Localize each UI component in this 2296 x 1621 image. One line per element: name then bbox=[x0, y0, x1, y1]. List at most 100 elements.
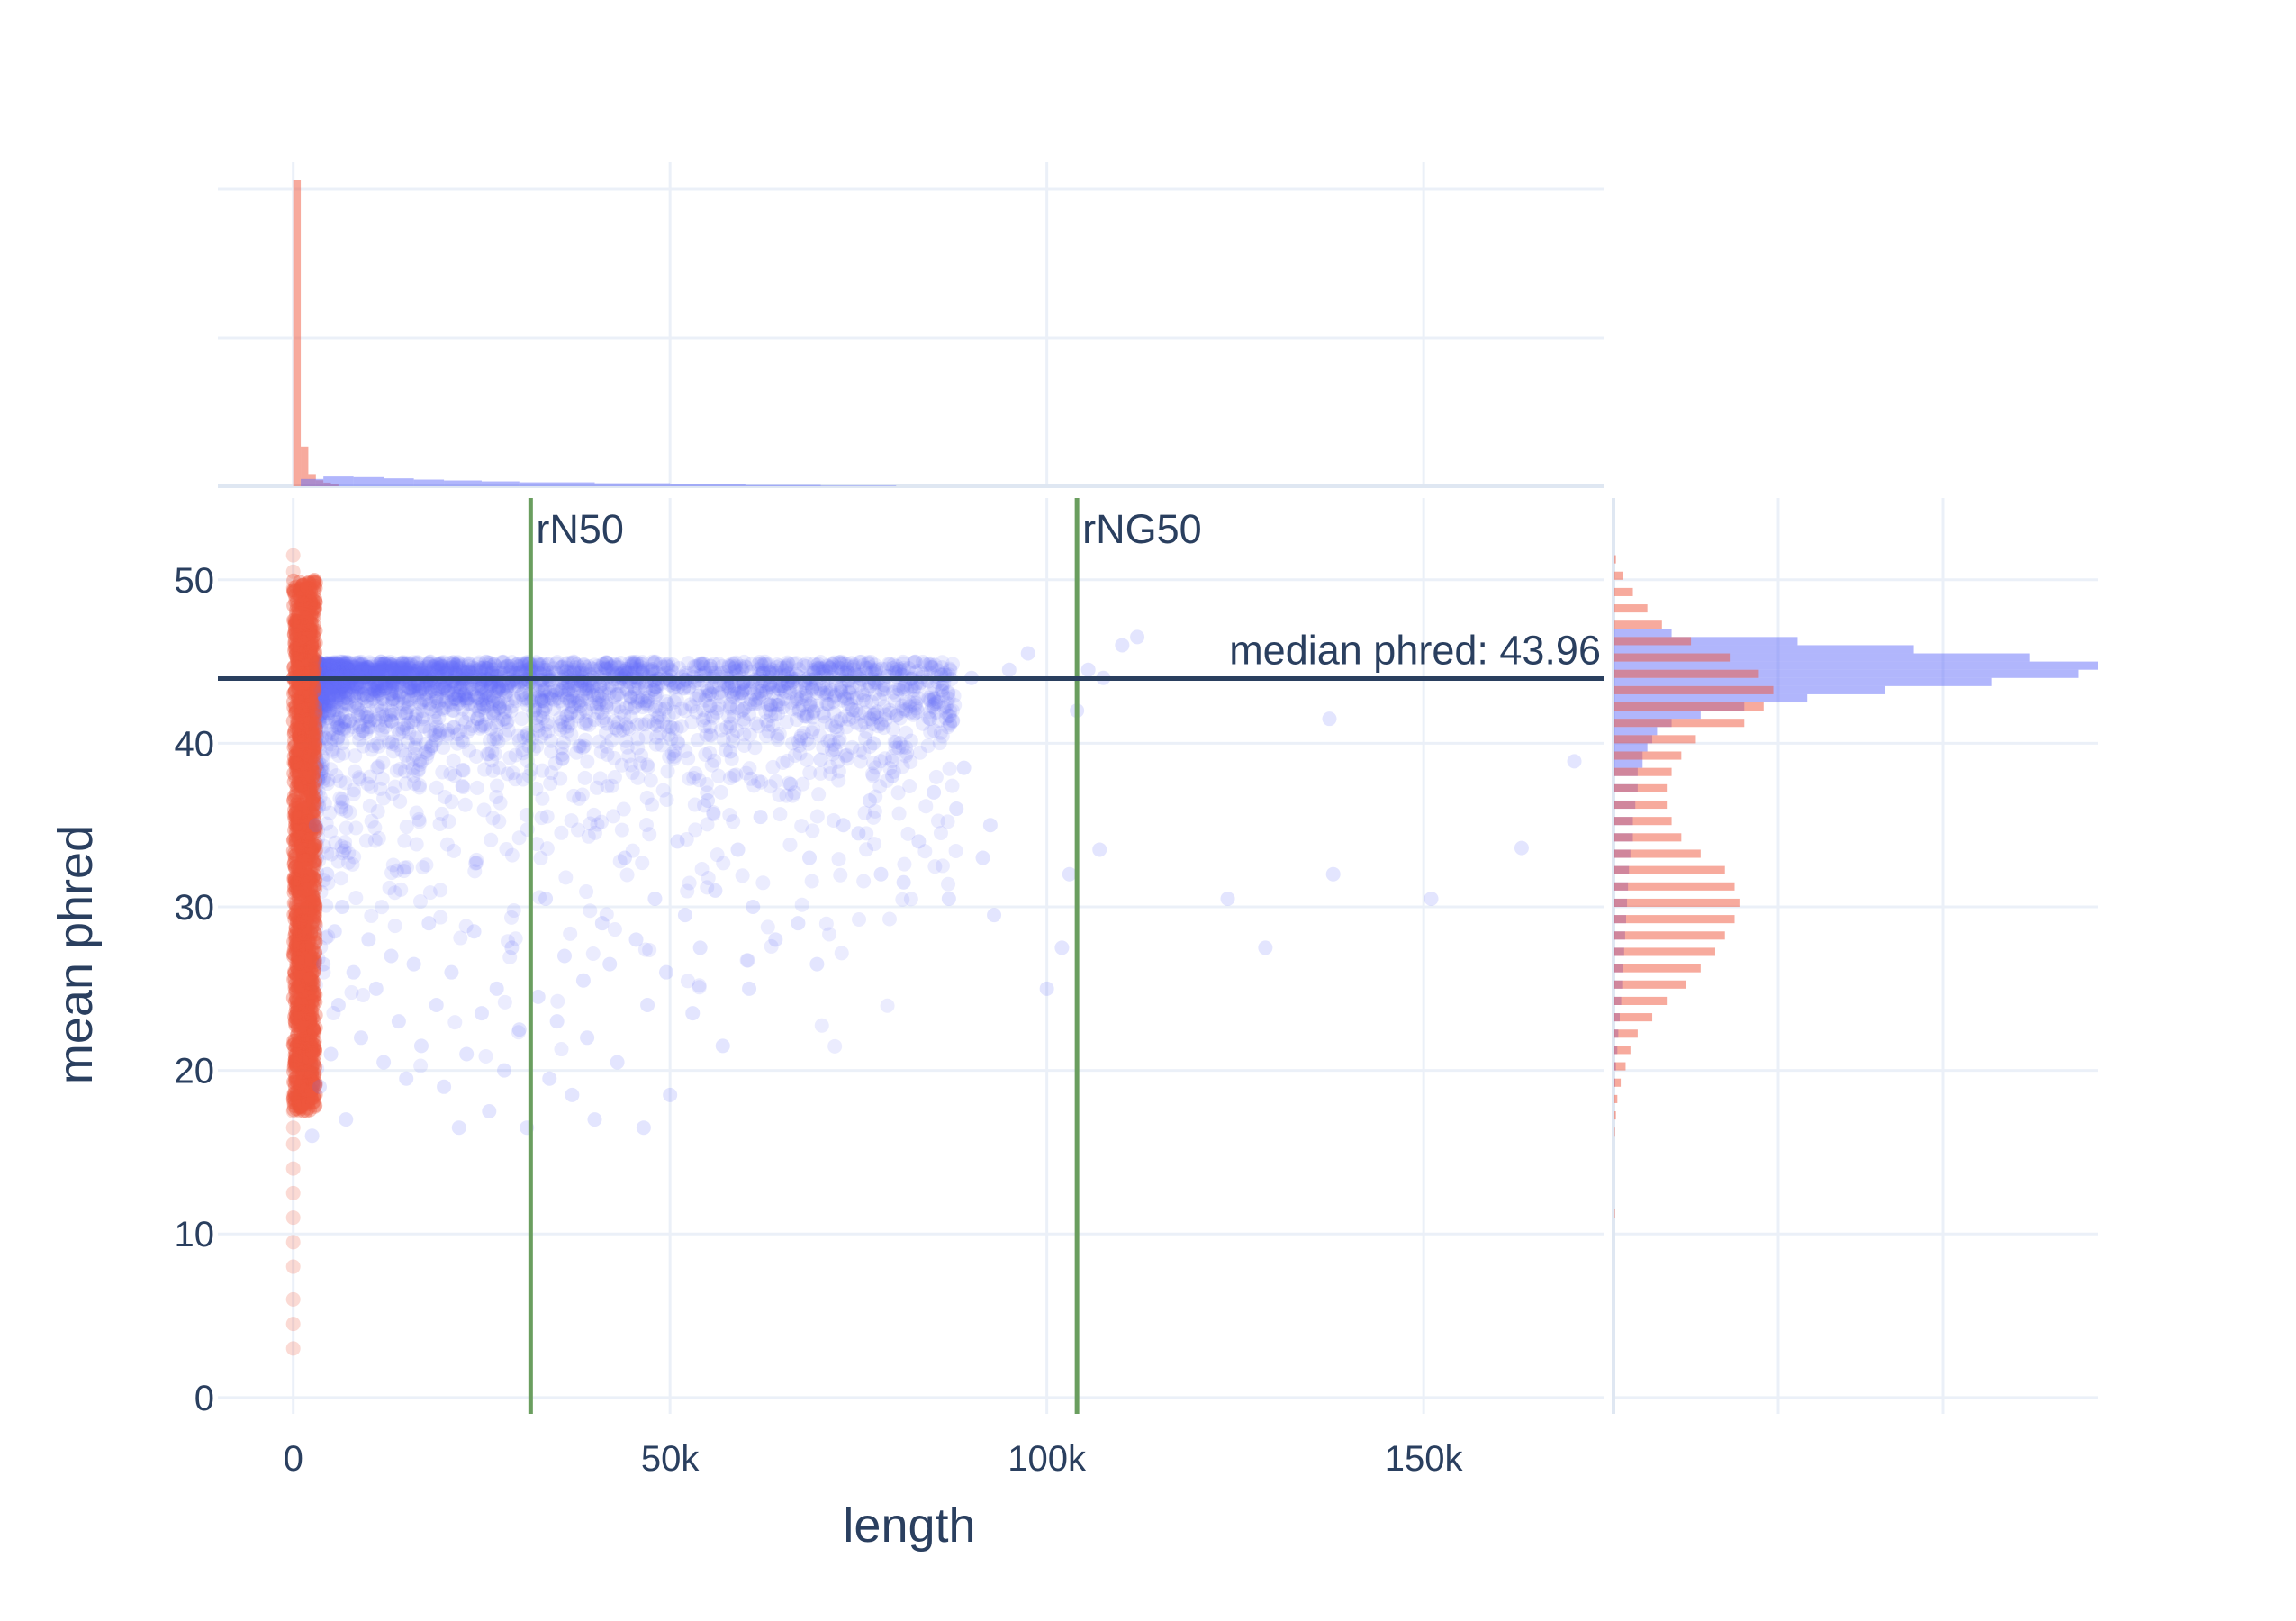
long-read-point bbox=[495, 661, 511, 676]
long-read-point bbox=[433, 910, 448, 925]
long-read-point bbox=[884, 753, 899, 768]
short-read-point bbox=[285, 564, 301, 579]
long-read-point bbox=[572, 705, 587, 720]
long-read-point bbox=[308, 659, 323, 675]
long-read-point bbox=[479, 691, 494, 706]
long-read-point bbox=[422, 680, 438, 695]
long-read-point bbox=[620, 720, 636, 735]
long-read-point bbox=[671, 736, 686, 751]
long-read-point bbox=[470, 678, 485, 693]
long-read-point bbox=[399, 663, 414, 678]
short-read-point bbox=[285, 1137, 301, 1152]
long-read-point bbox=[778, 660, 793, 675]
long-read-point bbox=[777, 663, 792, 678]
long-read-point bbox=[456, 688, 472, 703]
long-read-point bbox=[358, 725, 374, 740]
long-read-point bbox=[499, 841, 514, 856]
long-read-point bbox=[558, 709, 574, 724]
long-read-point bbox=[376, 1055, 392, 1070]
long-read-point bbox=[721, 659, 737, 675]
long-read-point bbox=[315, 658, 330, 674]
long-read-point bbox=[491, 734, 506, 749]
long-read-point bbox=[775, 700, 791, 715]
long-read-point bbox=[412, 756, 428, 772]
long-read-point bbox=[548, 656, 564, 671]
long-read-point bbox=[608, 720, 623, 736]
long-read-point bbox=[311, 764, 326, 779]
long-read-point bbox=[386, 656, 402, 671]
long-read-point bbox=[530, 989, 546, 1004]
long-read-point bbox=[659, 658, 674, 674]
long-read-point bbox=[576, 657, 592, 673]
long-read-point bbox=[794, 897, 809, 912]
long-read-point bbox=[456, 687, 472, 702]
long-read-point bbox=[469, 780, 484, 795]
long-read-point bbox=[487, 657, 502, 672]
long-read-point bbox=[702, 658, 718, 674]
long-read-point bbox=[374, 659, 389, 675]
long-read-point bbox=[701, 792, 716, 808]
long-read-point bbox=[577, 682, 592, 697]
long-read-point bbox=[422, 695, 438, 711]
long-read-point bbox=[373, 718, 388, 733]
long-read-point bbox=[706, 805, 721, 820]
long-read-point bbox=[607, 657, 622, 673]
long-read-point bbox=[384, 703, 400, 719]
long-read-point bbox=[312, 685, 327, 701]
long-read-point bbox=[697, 659, 712, 675]
long-read-point bbox=[457, 797, 473, 812]
long-read-point bbox=[885, 748, 900, 764]
long-read-point bbox=[479, 655, 494, 670]
long-read-point bbox=[371, 665, 386, 680]
long-read-point bbox=[400, 860, 415, 875]
long-read-point bbox=[723, 720, 738, 735]
long-read-point bbox=[348, 661, 364, 676]
long-read-point bbox=[601, 662, 616, 677]
long-read-point bbox=[899, 702, 914, 718]
long-read-point bbox=[812, 660, 827, 675]
long-read-point bbox=[624, 655, 639, 670]
long-read-point bbox=[880, 773, 895, 788]
long-read-point bbox=[397, 860, 412, 875]
long-read-point bbox=[894, 698, 909, 713]
long-read-point bbox=[804, 725, 819, 740]
long-read-point bbox=[309, 685, 324, 701]
long-read-point bbox=[333, 871, 348, 886]
long-read-point bbox=[389, 863, 404, 878]
long-read-point bbox=[478, 693, 493, 708]
long-read-point bbox=[395, 665, 411, 680]
phred-histogram-bar bbox=[1614, 604, 1648, 613]
long-read-point bbox=[698, 693, 713, 708]
long-read-point bbox=[356, 662, 371, 677]
long-read-point bbox=[579, 685, 594, 701]
long-read-point bbox=[376, 692, 392, 707]
long-read-point bbox=[585, 679, 601, 694]
long-read-point bbox=[317, 700, 332, 715]
long-read-point bbox=[493, 665, 508, 680]
long-read-point bbox=[538, 699, 553, 714]
long-read-point bbox=[313, 701, 329, 716]
long-read-point bbox=[579, 704, 594, 720]
long-read-point bbox=[549, 655, 565, 670]
long-read-point bbox=[508, 747, 523, 763]
long-read-point bbox=[309, 702, 324, 717]
long-read-point bbox=[473, 659, 488, 675]
long-read-point bbox=[363, 720, 378, 735]
long-read-point bbox=[311, 772, 326, 787]
long-read-point bbox=[432, 657, 447, 673]
long-read-point bbox=[627, 686, 642, 702]
long-read-point bbox=[816, 740, 831, 756]
long-read-point bbox=[310, 850, 325, 865]
phred-histogram-bar bbox=[1614, 587, 1633, 596]
long-read-point bbox=[395, 657, 411, 672]
long-read-point bbox=[398, 707, 413, 722]
long-read-point bbox=[530, 722, 546, 738]
long-read-point bbox=[455, 663, 470, 678]
phred-histogram-bar bbox=[1614, 637, 1798, 646]
long-read-point bbox=[611, 686, 627, 702]
long-read-point bbox=[800, 752, 815, 767]
median-phred-label: median phred: 43.96 bbox=[1229, 627, 1601, 673]
long-read-point bbox=[876, 699, 891, 714]
long-read-point bbox=[648, 737, 664, 752]
long-read-point bbox=[322, 657, 338, 672]
